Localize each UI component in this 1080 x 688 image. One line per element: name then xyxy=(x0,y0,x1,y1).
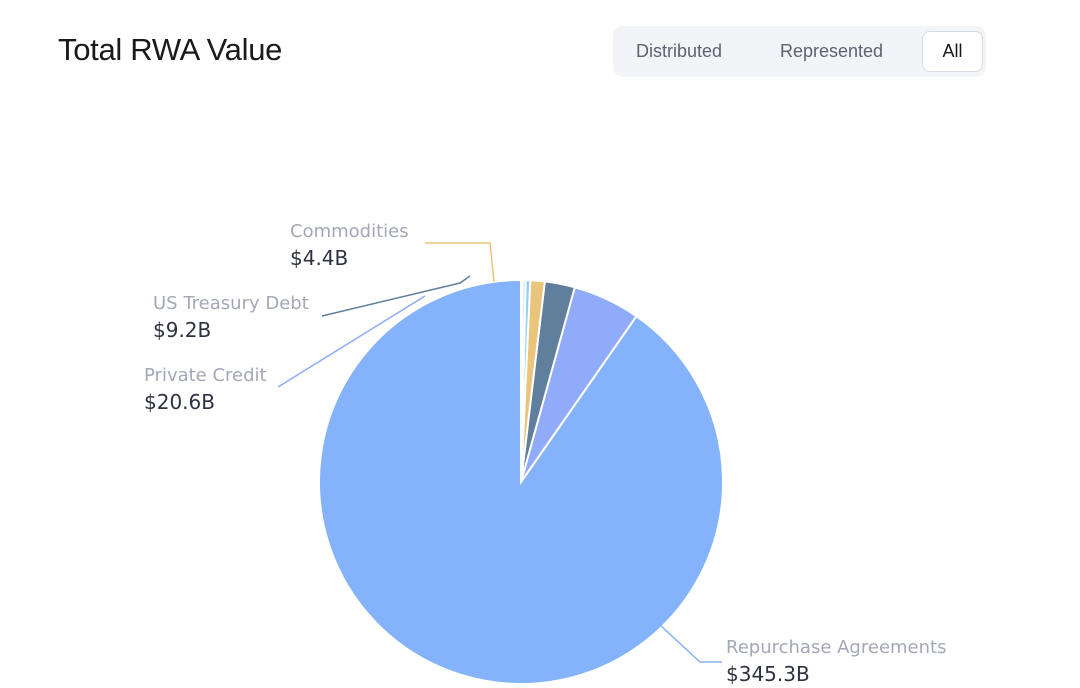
leader-line-us-treasury-debt xyxy=(321,275,471,317)
pie-slice-other-6[interactable] xyxy=(520,278,524,483)
leader-line-repurchase-agreements xyxy=(659,624,722,663)
slice-label-repurchase-agreements: Repurchase Agreements xyxy=(726,637,946,658)
leader-line-commodities xyxy=(425,242,495,283)
slice-value-commodities: $4.4B xyxy=(290,246,348,270)
slice-label-us-treasury-debt: US Treasury Debt xyxy=(153,293,309,314)
slice-label-private-credit: Private Credit xyxy=(144,365,267,386)
slice-label-commodities: Commodities xyxy=(290,221,409,242)
tab-all[interactable]: All xyxy=(922,31,983,72)
tab-distributed[interactable]: Distributed xyxy=(636,41,723,61)
tab-represented[interactable]: Represented xyxy=(780,41,884,61)
slice-value-repurchase-agreements: $345.3B xyxy=(726,662,810,686)
leader-line-private-credit xyxy=(277,295,426,388)
slice-value-us-treasury-debt: $9.2B xyxy=(153,318,211,342)
view-toggle: Distributed Represented All xyxy=(613,26,986,77)
slice-value-private-credit: $20.6B xyxy=(144,390,215,414)
page-title: Total RWA Value xyxy=(58,32,283,67)
